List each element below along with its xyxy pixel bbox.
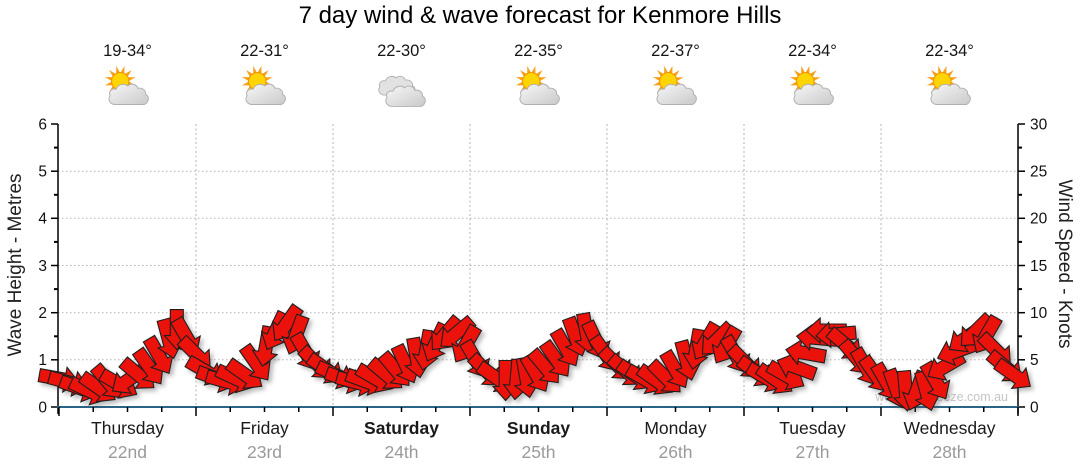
left-axis-tick-label: 5 <box>38 164 47 181</box>
day-date: 23rd <box>246 442 283 462</box>
right-axis-tick-label: 0 <box>1030 399 1039 416</box>
wind-barb <box>993 357 1031 390</box>
sun-cloud-icon <box>241 65 286 105</box>
right-axis-tick-label: 10 <box>1030 305 1048 322</box>
sun-cloud-icon <box>926 65 971 105</box>
day-name: Thursday <box>91 418 164 438</box>
cloud <box>655 83 697 105</box>
left-axis-tick-label: 6 <box>38 116 47 133</box>
left-axis-tick-label: 1 <box>38 352 47 369</box>
left-axis-tick-label: 3 <box>38 258 47 275</box>
day-temp: 22-34° <box>925 42 974 60</box>
sun-cloud-icon <box>652 65 697 105</box>
cloud <box>518 83 560 105</box>
right-axis-tick-label: 25 <box>1030 164 1047 181</box>
day-name: Friday <box>240 418 289 438</box>
front-cloud <box>384 85 426 107</box>
cloud <box>792 83 834 105</box>
right-axis-tick-label: 20 <box>1030 211 1048 228</box>
day-icon-wrap <box>236 64 294 116</box>
day-date: 28th <box>932 442 967 462</box>
cloud <box>244 83 286 105</box>
day-icon-wrap <box>784 64 842 116</box>
day-date: 26th <box>658 442 693 462</box>
right-axis-tick-label: 5 <box>1030 352 1039 369</box>
day-icon-wrap <box>373 64 431 116</box>
day-icon-wrap <box>647 64 705 116</box>
sun-cloud-icon <box>789 65 834 105</box>
day-name: Tuesday <box>779 418 846 438</box>
day-temp: 22-30° <box>377 42 426 60</box>
day-temp: 22-37° <box>651 42 700 60</box>
sun-cloud-icon <box>104 65 149 105</box>
clouds-icon <box>377 75 426 107</box>
wind-barb <box>919 360 951 400</box>
day-name: Sunday <box>506 418 571 438</box>
wind-barbs <box>37 303 1031 412</box>
day-date: 25th <box>521 442 556 462</box>
day-temp: 22-31° <box>240 42 289 60</box>
cloud <box>107 83 149 105</box>
day-temp: 22-34° <box>788 42 837 60</box>
wind-barb <box>440 314 477 348</box>
day-name: Saturday <box>364 418 439 438</box>
day-icon-wrap <box>510 64 568 116</box>
chart-title: 7 day wind & wave forecast for Kenmore H… <box>298 2 782 29</box>
wind-barb <box>776 352 818 381</box>
right-axis-tick-label: 15 <box>1030 258 1047 275</box>
day-name: Wednesday <box>903 418 996 438</box>
left-axis-tick-label: 4 <box>38 211 47 228</box>
day-date: 22nd <box>108 442 147 462</box>
wind-barb <box>272 303 304 341</box>
left-axis-tick-label: 0 <box>38 399 47 416</box>
day-date: 24th <box>384 442 419 462</box>
day-icon-wrap <box>921 64 979 116</box>
wind-barb <box>142 334 174 375</box>
wind-barb <box>785 338 828 366</box>
day-name: Monday <box>644 418 707 438</box>
day-temp: 19-34° <box>103 42 152 60</box>
left-axis-tick-label: 2 <box>38 305 47 322</box>
sun-cloud-icon <box>515 65 560 105</box>
cloud <box>929 83 971 105</box>
day-icon-wrap <box>99 64 157 116</box>
day-temp: 22-35° <box>514 42 563 60</box>
right-axis-tick-label: 30 <box>1030 116 1048 133</box>
day-date: 27th <box>795 442 830 462</box>
